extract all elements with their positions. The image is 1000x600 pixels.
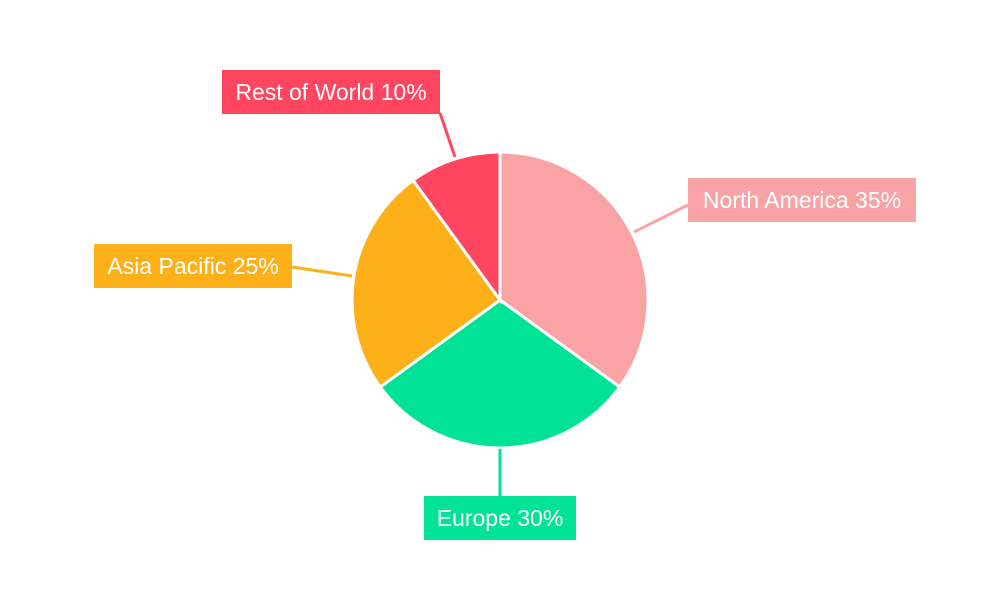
data-label-asia-pacific: Asia Pacific 25%: [107, 253, 278, 279]
data-label-rest-of-world: Rest of World 10%: [235, 79, 426, 105]
pie-slice-rest-of-world[interactable]: [410, 150, 502, 305]
data-label-bg-asia-pacific: [94, 244, 292, 288]
data-label-bg-north-america: [688, 178, 916, 222]
pie-slice-asia-pacific[interactable]: [350, 178, 503, 390]
data-label-bg-rest-of-world: [222, 70, 440, 114]
data-label-bg-europe: [424, 496, 576, 540]
data-label-europe: Europe 30%: [437, 505, 564, 531]
leader-line-north-america: [633, 203, 689, 234]
leader-line-rest-of-world: [438, 112, 457, 158]
leader-line-asia-pacific: [291, 265, 353, 278]
pie-slice-north-america[interactable]: [498, 150, 650, 390]
pie-slice-europe[interactable]: [378, 298, 622, 450]
data-label-north-america: North America 35%: [703, 187, 901, 213]
